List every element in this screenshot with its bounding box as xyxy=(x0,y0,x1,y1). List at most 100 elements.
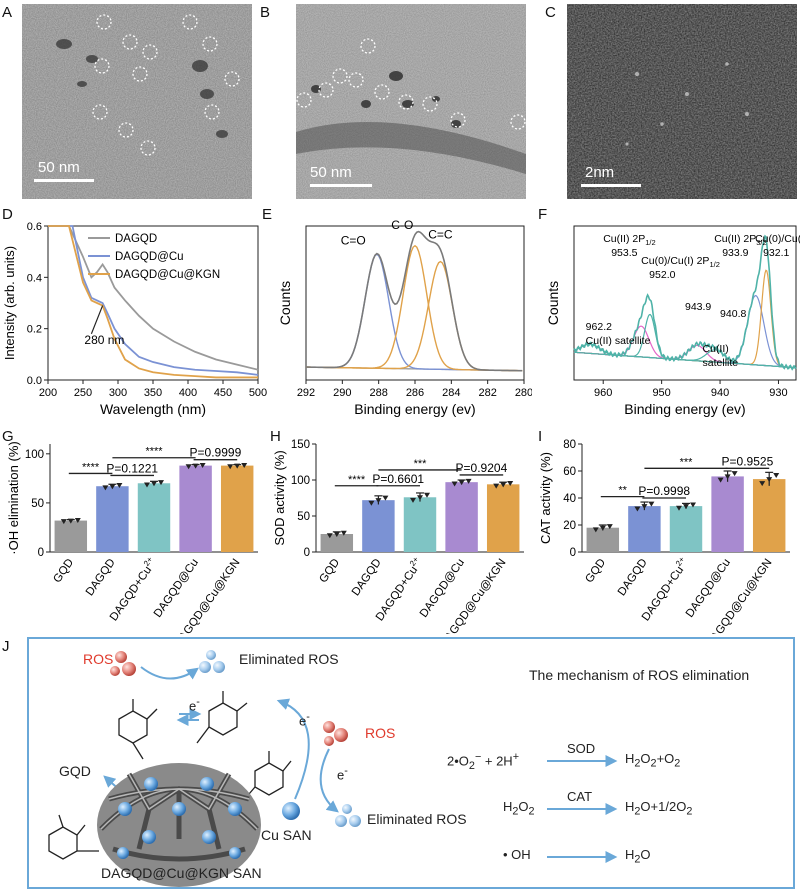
bar-1 xyxy=(628,506,661,552)
sig-label-3: P=0.9999 xyxy=(190,446,242,460)
category-label-3: DAGQD@Cu xyxy=(418,557,467,620)
data-point-0-0 xyxy=(592,527,599,533)
sig-label-1: P=0.6601 xyxy=(372,472,424,486)
bar-4 xyxy=(752,479,786,552)
data-point-1-1 xyxy=(109,484,116,490)
bar-0 xyxy=(320,534,354,552)
panel-label-j: J xyxy=(2,638,10,655)
bar-1 xyxy=(96,486,129,552)
equation-sod-right: H2O2+O2 xyxy=(625,751,681,770)
equation-oh-right: H2O xyxy=(625,847,651,866)
xps-annotation-2: Cu(II) 2P3/2 xyxy=(714,233,766,247)
fullerene-cage xyxy=(97,763,261,887)
sig-label-0: **** xyxy=(82,461,100,473)
bar-1 xyxy=(362,500,395,552)
data-point-4-2 xyxy=(773,473,780,479)
data-point-2-2 xyxy=(690,502,696,508)
bar-4 xyxy=(486,484,520,552)
chart-d-uvvis: 200 250 300 350 400 450 500 0.0 0.2 0.4 0.6 Wavelen… xyxy=(2,221,267,417)
bar-3 xyxy=(179,465,212,552)
data-point-4-1 xyxy=(766,477,773,483)
y-axis-label: Counts xyxy=(277,281,293,325)
x-tick-label: 940 xyxy=(711,387,729,399)
x-axis-label: Wavelength (nm) xyxy=(100,401,206,417)
y-tick-label: 0.6 xyxy=(27,221,42,233)
xps-annotation-5: 943.9 xyxy=(685,301,711,313)
quinone-group-right xyxy=(242,751,292,802)
x-tick-label: 450 xyxy=(214,387,232,399)
data-point-3-1 xyxy=(192,463,199,469)
mechanism-title: The mechanism of ROS elimination xyxy=(529,667,750,683)
annotation-arrow xyxy=(90,305,104,335)
category-label-0: GQD xyxy=(51,557,76,585)
category-label-1: DAGQD xyxy=(616,557,650,598)
superscript: 2+ xyxy=(674,555,687,568)
sig-label-1: P=0.9998 xyxy=(638,484,690,498)
arrow-e-mid xyxy=(276,698,310,800)
data-point-3-0 xyxy=(451,481,458,487)
electron-label-right: e- xyxy=(337,765,348,783)
x-tick-label: 200 xyxy=(39,387,57,399)
ros-label-mid: ROS xyxy=(365,725,396,741)
equation-cat-right: H2O+1/2O2 xyxy=(625,799,693,818)
data-point-4-0 xyxy=(759,481,766,487)
data-point-0-0 xyxy=(326,533,333,539)
quinone-group-mid xyxy=(196,691,248,744)
data-point-2-0 xyxy=(410,497,416,503)
bar-2 xyxy=(403,497,437,552)
data-point-2-1 xyxy=(417,495,423,501)
equation-sod-left: 2•O2− + 2H+ xyxy=(447,751,520,772)
peak-fit-0 xyxy=(305,253,523,372)
y-tick-label: 100 xyxy=(291,475,310,487)
xps-annotation-line2-3: 932.1 xyxy=(763,247,789,259)
tem-texture-a xyxy=(22,4,252,199)
data-point-1-1 xyxy=(641,504,648,510)
y-axis-label: CAT activity (%) xyxy=(538,452,553,544)
cu-san-atom xyxy=(282,802,300,820)
x-tick-label: 400 xyxy=(179,387,197,399)
superscript: 2+ xyxy=(408,555,421,568)
tem-image-a: 50 nm xyxy=(22,4,252,199)
electron-label-left: e- xyxy=(189,696,200,714)
bar-4 xyxy=(220,465,254,552)
ros-molecule-top xyxy=(110,651,136,676)
series-line-0 xyxy=(48,225,259,371)
bar-0 xyxy=(54,520,88,552)
y-tick-label: 0 xyxy=(38,547,44,559)
y-tick-label: 100 xyxy=(25,449,44,461)
data-point-3-2 xyxy=(199,463,206,469)
data-point-0-1 xyxy=(599,525,606,531)
data-point-0-1 xyxy=(67,518,74,524)
sig-label-1: P=0.1221 xyxy=(106,461,158,475)
arrow-right-curve xyxy=(319,748,339,813)
x-tick-label: 292 xyxy=(297,387,315,399)
sig-label-3: P=0.9204 xyxy=(456,461,508,475)
y-tick-label: 0.4 xyxy=(27,272,42,284)
chart-f-cu2p-xps: 960 950 940 930 Binding energy (ev) Counts Cu(… xyxy=(545,225,800,417)
panel-label-i: I xyxy=(538,428,543,445)
x-tick-label: 250 xyxy=(74,387,92,399)
data-point-2-0 xyxy=(144,482,150,488)
electron-label-mid: e- xyxy=(299,711,310,729)
x-axis-label: Binding energy (ev) xyxy=(624,401,745,417)
y-tick-label: 20 xyxy=(563,520,576,532)
x-tick-label: 282 xyxy=(478,387,496,399)
cat-label: CAT xyxy=(567,789,593,804)
data-point-2-0 xyxy=(676,505,682,511)
plot-frame xyxy=(573,225,797,381)
category-label-1: DAGQD xyxy=(84,557,118,598)
xps-annotation-7: Cu(II) xyxy=(703,343,729,355)
x-tick-label: 284 xyxy=(442,387,460,399)
sig-label-2: *** xyxy=(414,458,428,470)
sig-label-3: P=0.9525 xyxy=(722,454,774,468)
eliminated-ros-top: Eliminated ROS xyxy=(239,651,339,667)
xps-annotation-3: Cu(0)/Cu(I) 2P3/2 xyxy=(755,233,800,247)
sig-label-0: **** xyxy=(348,474,366,486)
data-point-2-2 xyxy=(158,480,164,486)
panel-label-g: G xyxy=(2,428,14,445)
x-tick-label: 500 xyxy=(249,387,267,399)
y-tick-label: 0.0 xyxy=(27,375,42,387)
category-label-3: DAGQD@Cu xyxy=(684,557,733,620)
legend-label-2: DAGQD@Cu@KGN xyxy=(115,269,220,281)
data-point-3-0 xyxy=(185,464,192,470)
